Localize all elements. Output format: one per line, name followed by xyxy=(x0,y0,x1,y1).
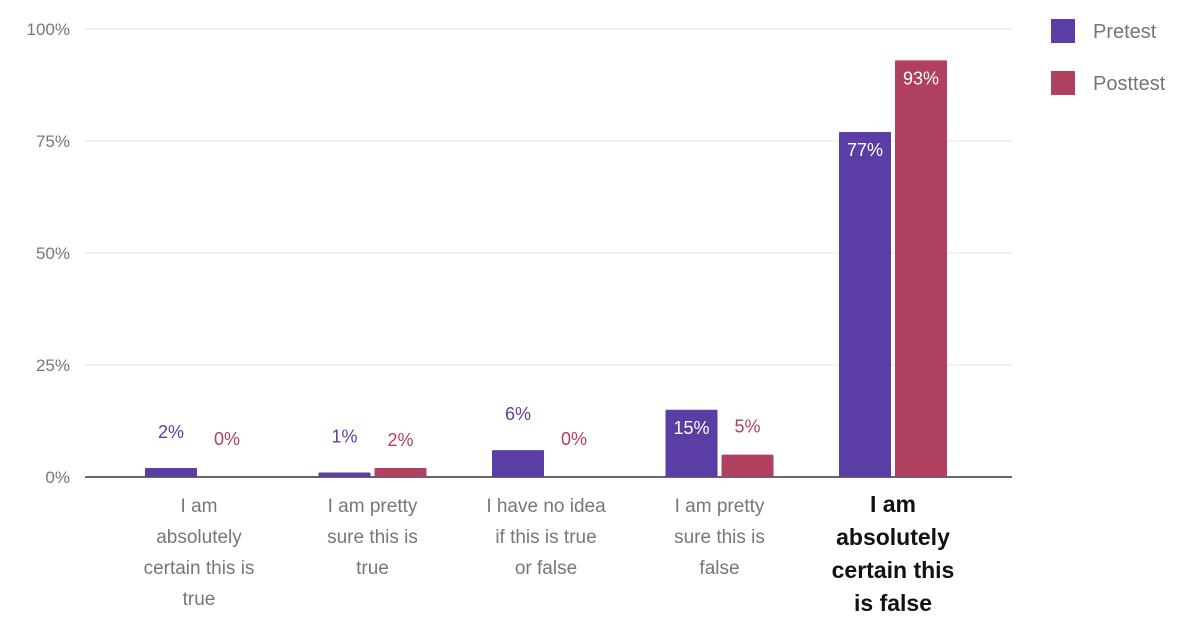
category-label-line: true xyxy=(183,589,216,610)
category-label-line: certain this xyxy=(832,557,955,583)
category-label-line: true xyxy=(356,558,389,579)
data-label-pretest-0: 2% xyxy=(158,422,184,442)
bar-posttest-3 xyxy=(721,454,774,477)
y-tick-label: 50% xyxy=(36,244,70,263)
category-label-line: if this is true xyxy=(495,527,596,548)
category-label-line: absolutely xyxy=(156,527,242,548)
y-axis-ticks: 0% 25% 50% 75% 100% xyxy=(27,20,70,487)
category-label-line: I am xyxy=(181,496,218,517)
category-label-line: or false xyxy=(515,558,577,579)
y-tick-label: 0% xyxy=(45,468,70,487)
bar-posttest-4 xyxy=(895,60,947,478)
category-label-line: I have no idea xyxy=(486,496,606,517)
category-label-line: I am pretty xyxy=(675,496,765,517)
data-label-pretest-1: 1% xyxy=(331,427,357,447)
data-label-posttest-3: 5% xyxy=(734,417,760,437)
legend: Pretest Posttest xyxy=(1051,19,1166,95)
y-tick-label: 75% xyxy=(36,132,70,151)
bar-pretest-4 xyxy=(839,132,891,478)
y-tick-label: 25% xyxy=(36,356,70,375)
category-label-line: certain this is xyxy=(144,558,255,579)
category-label-line: false xyxy=(699,558,739,579)
bar-pretest-3 xyxy=(665,409,718,477)
category-label-line: sure this is xyxy=(674,527,765,548)
data-label-pretest-3: 15% xyxy=(673,418,709,438)
category-label-line: sure this is xyxy=(327,527,418,548)
bars xyxy=(145,60,947,478)
bar-pretest-0 xyxy=(145,468,197,477)
data-label-posttest-1: 2% xyxy=(387,430,413,450)
data-label-pretest-2: 6% xyxy=(505,404,531,424)
bar-pretest-2 xyxy=(492,450,544,477)
bar-posttest-1 xyxy=(374,468,427,477)
legend-label-pretest: Pretest xyxy=(1093,21,1157,43)
category-label-line: I am pretty xyxy=(328,496,418,517)
y-tick-label: 100% xyxy=(27,20,70,39)
category-label-line: is false xyxy=(854,590,932,616)
category-label-line: absolutely xyxy=(836,524,950,550)
data-label-posttest-0: 0% xyxy=(214,429,240,449)
legend-label-posttest: Posttest xyxy=(1093,73,1166,95)
bar-pretest-1 xyxy=(318,472,371,477)
data-label-posttest-2: 0% xyxy=(561,429,587,449)
data-label-pretest-4: 77% xyxy=(847,140,883,160)
legend-swatch-posttest xyxy=(1051,71,1075,95)
legend-swatch-pretest xyxy=(1051,19,1075,43)
x-axis-categories: I am absolutely certain this is true I am pr… xyxy=(144,491,955,616)
category-label-line: I am xyxy=(870,491,916,517)
data-labels: 2% 0% 1% 2% 6% 0% 15% 5% 77% 93% xyxy=(158,68,939,450)
data-label-posttest-4: 93% xyxy=(903,68,939,88)
